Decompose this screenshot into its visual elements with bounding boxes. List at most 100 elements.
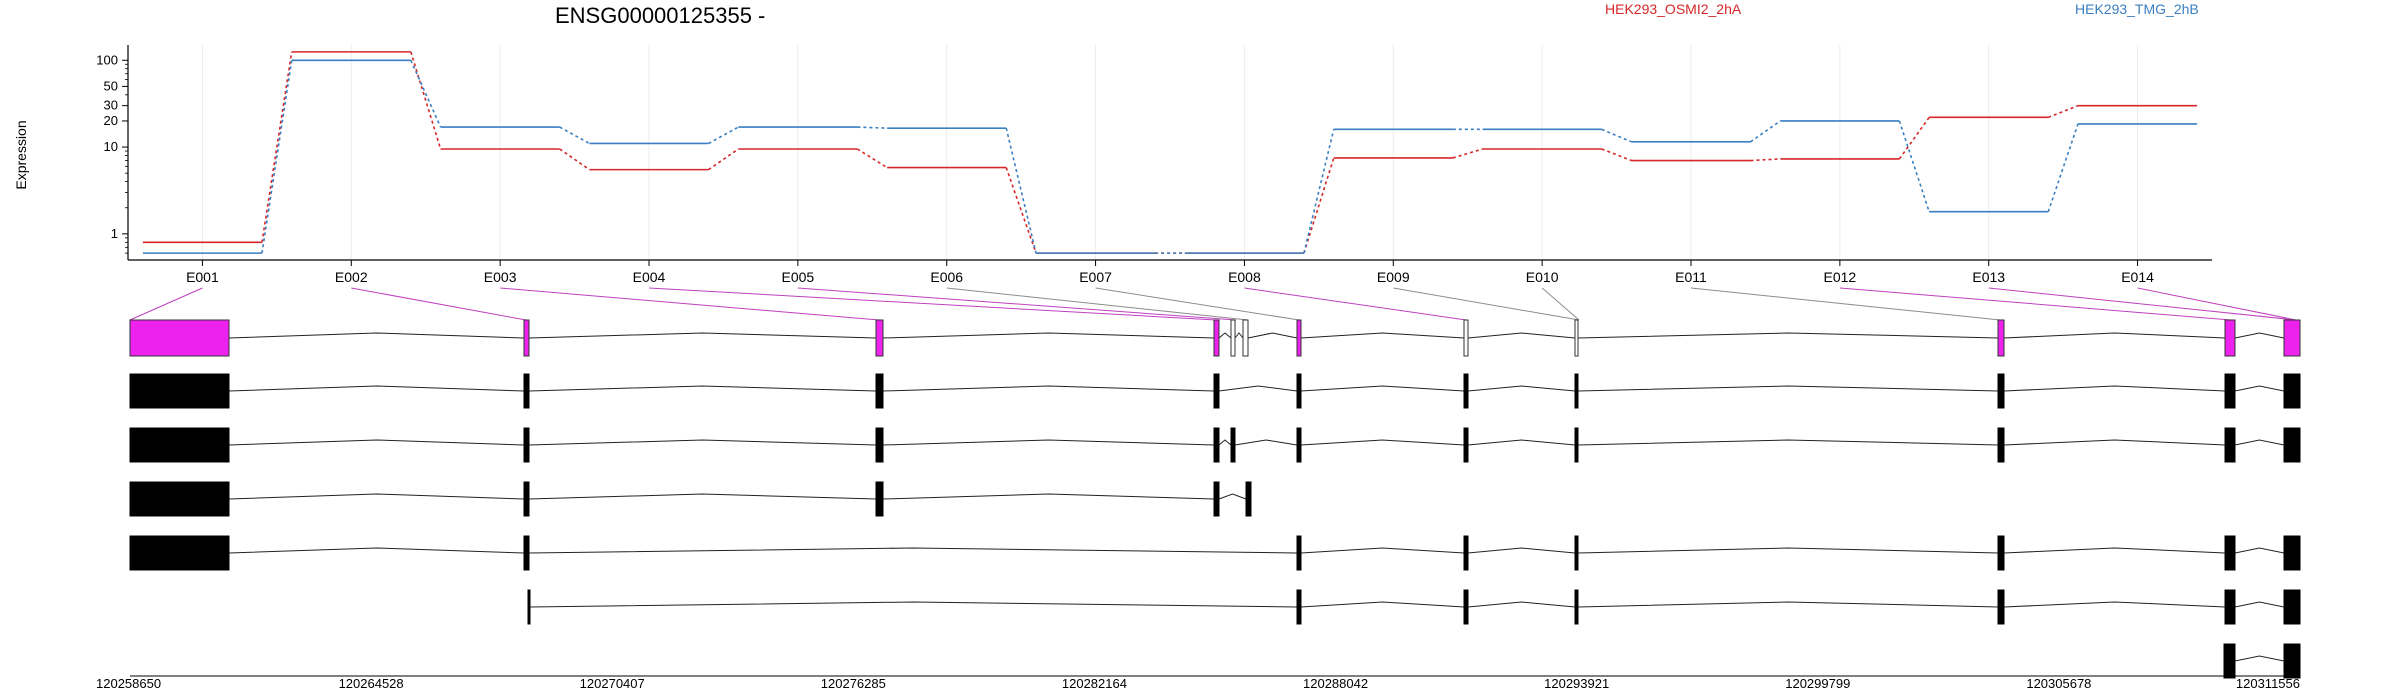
legend-entry-tmg: HEK293_TMG_2hB: [2075, 1, 2199, 17]
intron-line: [1234, 332, 1244, 339]
intron-line: [528, 385, 877, 392]
coordinate-label: 120299799: [1785, 676, 1850, 691]
transcript-4: [129, 535, 2301, 571]
series-transition: [1750, 120, 1781, 143]
intron-line: [1577, 332, 1999, 339]
series-transition: [1750, 158, 1781, 162]
exon-connector: [129, 287, 203, 321]
exon-block: [1997, 319, 2005, 357]
intron-line: [1467, 385, 1576, 392]
x-tick-label: E009: [1377, 269, 1410, 285]
exon-block: [1296, 373, 1302, 409]
intron-line: [1577, 547, 1999, 554]
intron-line: [228, 547, 525, 554]
coordinate-label: 120264528: [339, 676, 404, 691]
series-transition: [1898, 120, 1930, 212]
transcript-1: [129, 373, 2301, 409]
series-transition: [708, 148, 739, 171]
intron-line: [1467, 547, 1576, 554]
legend-entry-osmi: HEK293_OSMI2_2hA: [1605, 1, 1742, 17]
x-tick-label: E011: [1675, 269, 1707, 285]
exon-block: [875, 481, 884, 517]
intron-line: [1218, 332, 1232, 339]
x-tick-label: E001: [186, 269, 219, 285]
x-tick-label: E005: [782, 269, 815, 285]
exon-block: [1574, 535, 1579, 571]
intron-line: [228, 493, 525, 500]
exon-block: [2283, 373, 2301, 409]
flattened-exon-track: [129, 319, 2301, 357]
y-tick-label: 10: [104, 139, 118, 154]
coordinate-label: 120311556: [2236, 676, 2300, 691]
exon-block: [1230, 427, 1236, 463]
intron-line: [2234, 601, 2285, 608]
x-tick-label: E003: [484, 269, 517, 285]
exon-block: [1463, 319, 1469, 357]
exon-block: [2224, 535, 2236, 571]
series-transition: [2047, 104, 2079, 119]
exon-block: [1213, 373, 1220, 409]
exon-block: [1296, 427, 1302, 463]
exon-block: [1997, 373, 2005, 409]
x-tick-label: E013: [1972, 269, 2005, 285]
series-transition: [261, 51, 293, 243]
exon-connector: [2137, 287, 2297, 321]
grid-lines: [201, 45, 2139, 260]
exon-block: [1296, 535, 1302, 571]
exon-block: [1574, 373, 1579, 409]
coordinate-label: 120293921: [1544, 676, 1609, 691]
x-ticks: E001 E002 E003 E004 E005 E006 E007 E008 E009 E010…: [186, 260, 2154, 285]
exon-connector: [1690, 287, 2001, 321]
intron-line: [882, 493, 1215, 500]
exon-block: [1213, 319, 1220, 357]
x-tick-label: E006: [930, 269, 963, 285]
intron-line: [1300, 385, 1465, 392]
intron-line: [528, 332, 877, 339]
intron-line: [2003, 332, 2226, 339]
intron-line: [1300, 601, 1465, 608]
exon-block: [523, 535, 530, 571]
exon-block: [2224, 427, 2236, 463]
series-transition: [1452, 148, 1483, 159]
coordinate-label: 120288042: [1303, 676, 1368, 691]
intron-line: [1218, 493, 1247, 500]
exon-connector: [1095, 287, 1300, 321]
series-transition: [1898, 116, 1930, 160]
intron-line: [2003, 385, 2226, 392]
exon-block: [1296, 319, 1302, 357]
series-transition: [1601, 128, 1632, 143]
coordinate-label: 120305678: [2026, 676, 2091, 691]
x-tick-label: E007: [1079, 269, 1112, 285]
exon-connector: [1988, 287, 2297, 321]
intron-line: [882, 439, 1215, 446]
transcript-6: [2223, 643, 2301, 679]
x-tick-label: E012: [1824, 269, 1857, 285]
intron-line: [528, 493, 877, 500]
exon-block: [2283, 427, 2301, 463]
intron-line: [528, 439, 877, 446]
exon-block: [523, 427, 530, 463]
intron-line: [228, 385, 525, 392]
series-2: [142, 59, 2198, 254]
exon-block: [875, 427, 884, 463]
exon-block: [2283, 319, 2301, 357]
series-transition: [559, 126, 590, 145]
intron-line: [882, 385, 1215, 392]
exon-block: [1997, 535, 2005, 571]
series-transition: [857, 126, 888, 130]
intron-line: [228, 439, 525, 446]
series-1: [142, 51, 2198, 254]
exon-block: [129, 373, 230, 409]
x-tick-label: E014: [2121, 269, 2154, 285]
intron-line: [1218, 385, 1298, 392]
intron-line: [882, 332, 1215, 339]
exon-block: [1230, 319, 1236, 357]
intron-line: [2003, 601, 2226, 608]
exon-block: [1574, 319, 1579, 357]
y-ticks: 1 10 2030 50 100: [96, 52, 128, 254]
exon-block: [523, 373, 530, 409]
exon-block: [2224, 319, 2236, 357]
exon-connector: [648, 287, 1217, 321]
exon-block: [1213, 427, 1220, 463]
series-transition: [1005, 167, 1037, 254]
